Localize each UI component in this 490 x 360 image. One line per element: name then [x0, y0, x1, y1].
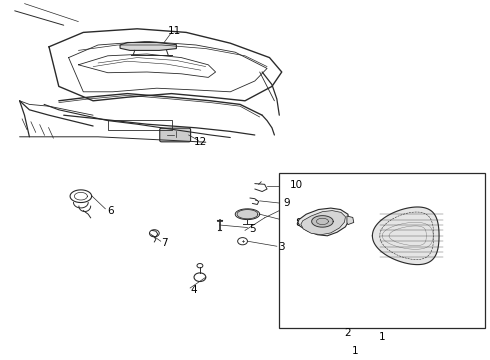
- FancyBboxPatch shape: [160, 128, 191, 142]
- Text: 11: 11: [167, 26, 181, 36]
- Text: 9: 9: [283, 198, 290, 208]
- Polygon shape: [298, 208, 349, 236]
- Bar: [279, 173, 485, 328]
- Polygon shape: [237, 210, 258, 219]
- Text: 1: 1: [379, 332, 386, 342]
- Text: 3: 3: [278, 242, 285, 252]
- Polygon shape: [372, 207, 439, 265]
- Text: 1: 1: [352, 346, 359, 356]
- Text: 4: 4: [190, 285, 197, 295]
- Text: 6: 6: [107, 206, 114, 216]
- Text: 8: 8: [295, 218, 302, 228]
- Text: 10: 10: [290, 180, 303, 190]
- Text: 12: 12: [194, 137, 208, 147]
- Text: 7: 7: [161, 238, 168, 248]
- Text: 5: 5: [249, 224, 256, 234]
- Polygon shape: [312, 216, 333, 227]
- Text: 2: 2: [344, 328, 351, 338]
- Polygon shape: [301, 211, 345, 235]
- Polygon shape: [120, 42, 176, 50]
- Polygon shape: [347, 216, 354, 225]
